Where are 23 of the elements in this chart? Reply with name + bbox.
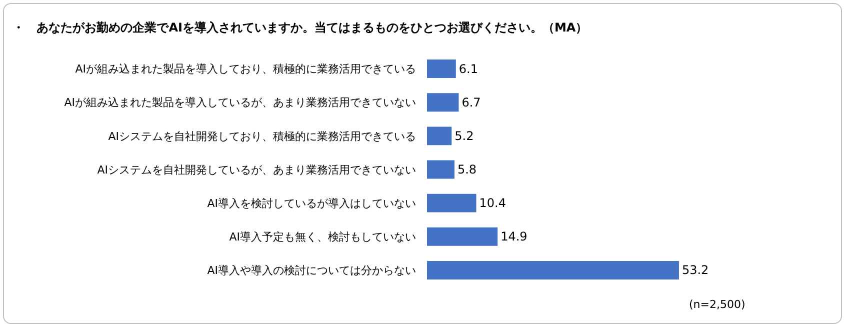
bar bbox=[427, 93, 459, 112]
text: ・ あなたがお勤めの企業でAIを導入されていますか。当てはまるものをひとつお選びください。（MA） bbox=[12, 20, 588, 34]
data-label: 6.7 bbox=[462, 95, 481, 110]
bar bbox=[427, 260, 679, 280]
y-tick-label: AI導入を検討しているが導入はしていない bbox=[207, 196, 416, 210]
y-tick-label: AIシステムを自社開発しており、積極的に業務活用できている bbox=[108, 130, 416, 143]
data-label: 10.4 bbox=[479, 196, 506, 210]
y-tick-label: AIが組み込まれた製品を導入しており、積極的に業務活用できている bbox=[75, 62, 416, 76]
y-tick-label: AI導入や導入の検討については分からない bbox=[207, 264, 416, 278]
data-label: 5.8 bbox=[457, 162, 477, 176]
y-tick-label: AI導入予定も無く、検討もしていない bbox=[229, 230, 416, 244]
data-label: 5.2 bbox=[454, 128, 474, 143]
text: (n=2,500) bbox=[689, 298, 746, 311]
bar bbox=[427, 60, 456, 78]
bar bbox=[427, 126, 452, 146]
y-tick-label: AIシステムを自社開発しているが、あまり業務活用できていない bbox=[97, 163, 416, 176]
data-label: 53.2 bbox=[682, 263, 709, 278]
bar bbox=[427, 160, 454, 179]
y-tick-label: AIが組み込まれた製品を導入しているが、あまり業務活用できていない bbox=[64, 96, 416, 110]
bar bbox=[427, 227, 498, 246]
data-label: 6.1 bbox=[458, 62, 478, 76]
bar bbox=[427, 194, 476, 212]
data-label: 14.9 bbox=[500, 230, 528, 244]
